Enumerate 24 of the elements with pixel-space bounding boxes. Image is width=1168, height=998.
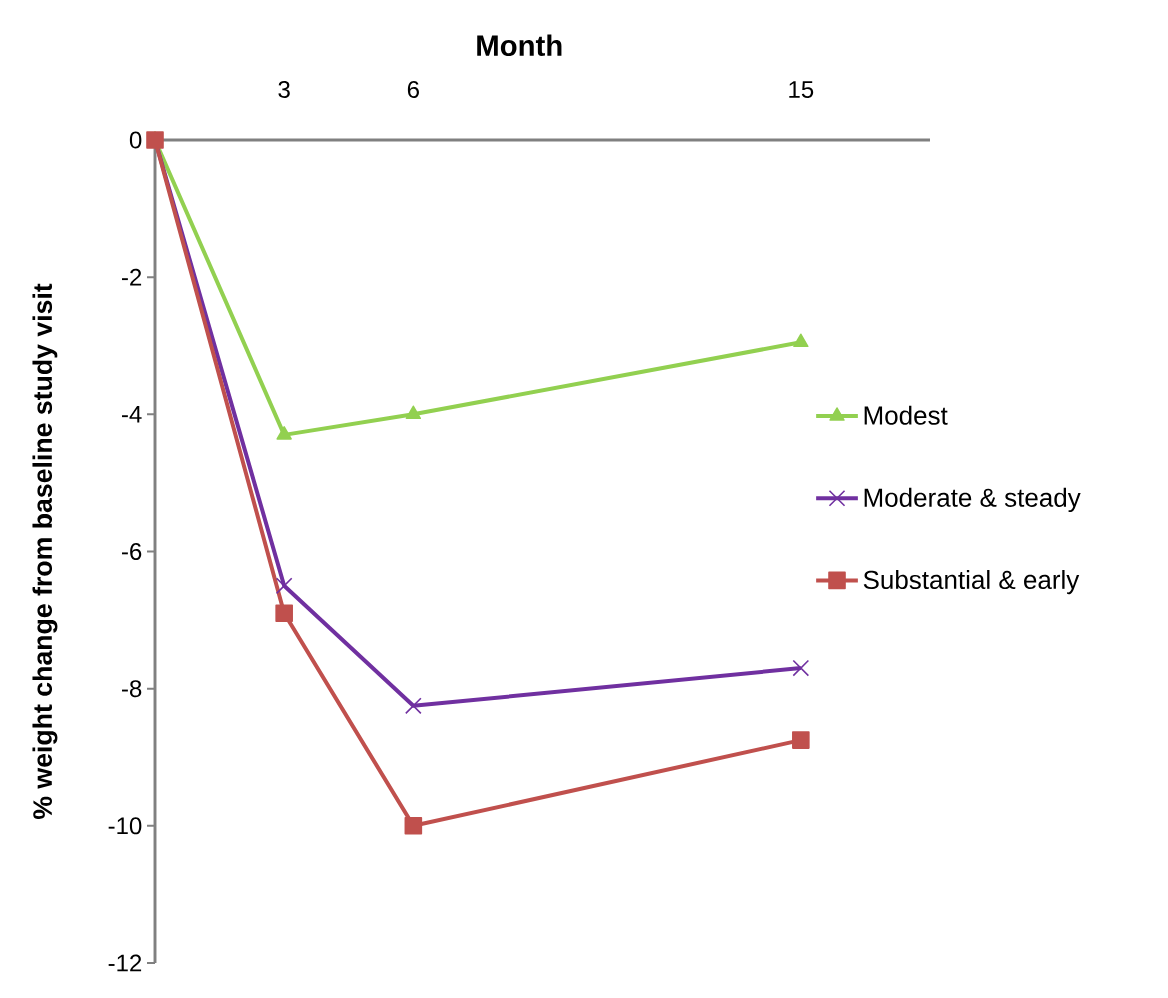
point (792, 731, 810, 749)
x-tick-label: 15 (789, 81, 814, 98)
y-tick-label: -10 (108, 817, 142, 835)
y-tick-label: -4 (122, 406, 142, 423)
point (276, 426, 292, 440)
point (404, 697, 422, 715)
y-tick-label: -2 (122, 268, 142, 286)
legend-label: Modest (864, 405, 948, 425)
point (275, 604, 293, 623)
y-tick-label: -6 (122, 542, 142, 560)
point (793, 333, 809, 348)
point (792, 659, 810, 677)
y-tick-label: 0 (129, 131, 142, 149)
y-tick-label: -8 (122, 680, 142, 698)
legend-label: Moderate & steady (864, 487, 1081, 513)
point (405, 405, 422, 420)
x-axis-title: Month (477, 34, 562, 57)
y-axis-title: % weight change from baseline study visit (32, 283, 58, 820)
legend-label: Substantial & early (863, 569, 1080, 595)
x-tick-label: 3 (278, 80, 290, 98)
point (404, 817, 423, 835)
y-tick-label: -12 (108, 954, 142, 972)
x-tick-label: 6 (407, 80, 419, 98)
point (275, 577, 293, 595)
